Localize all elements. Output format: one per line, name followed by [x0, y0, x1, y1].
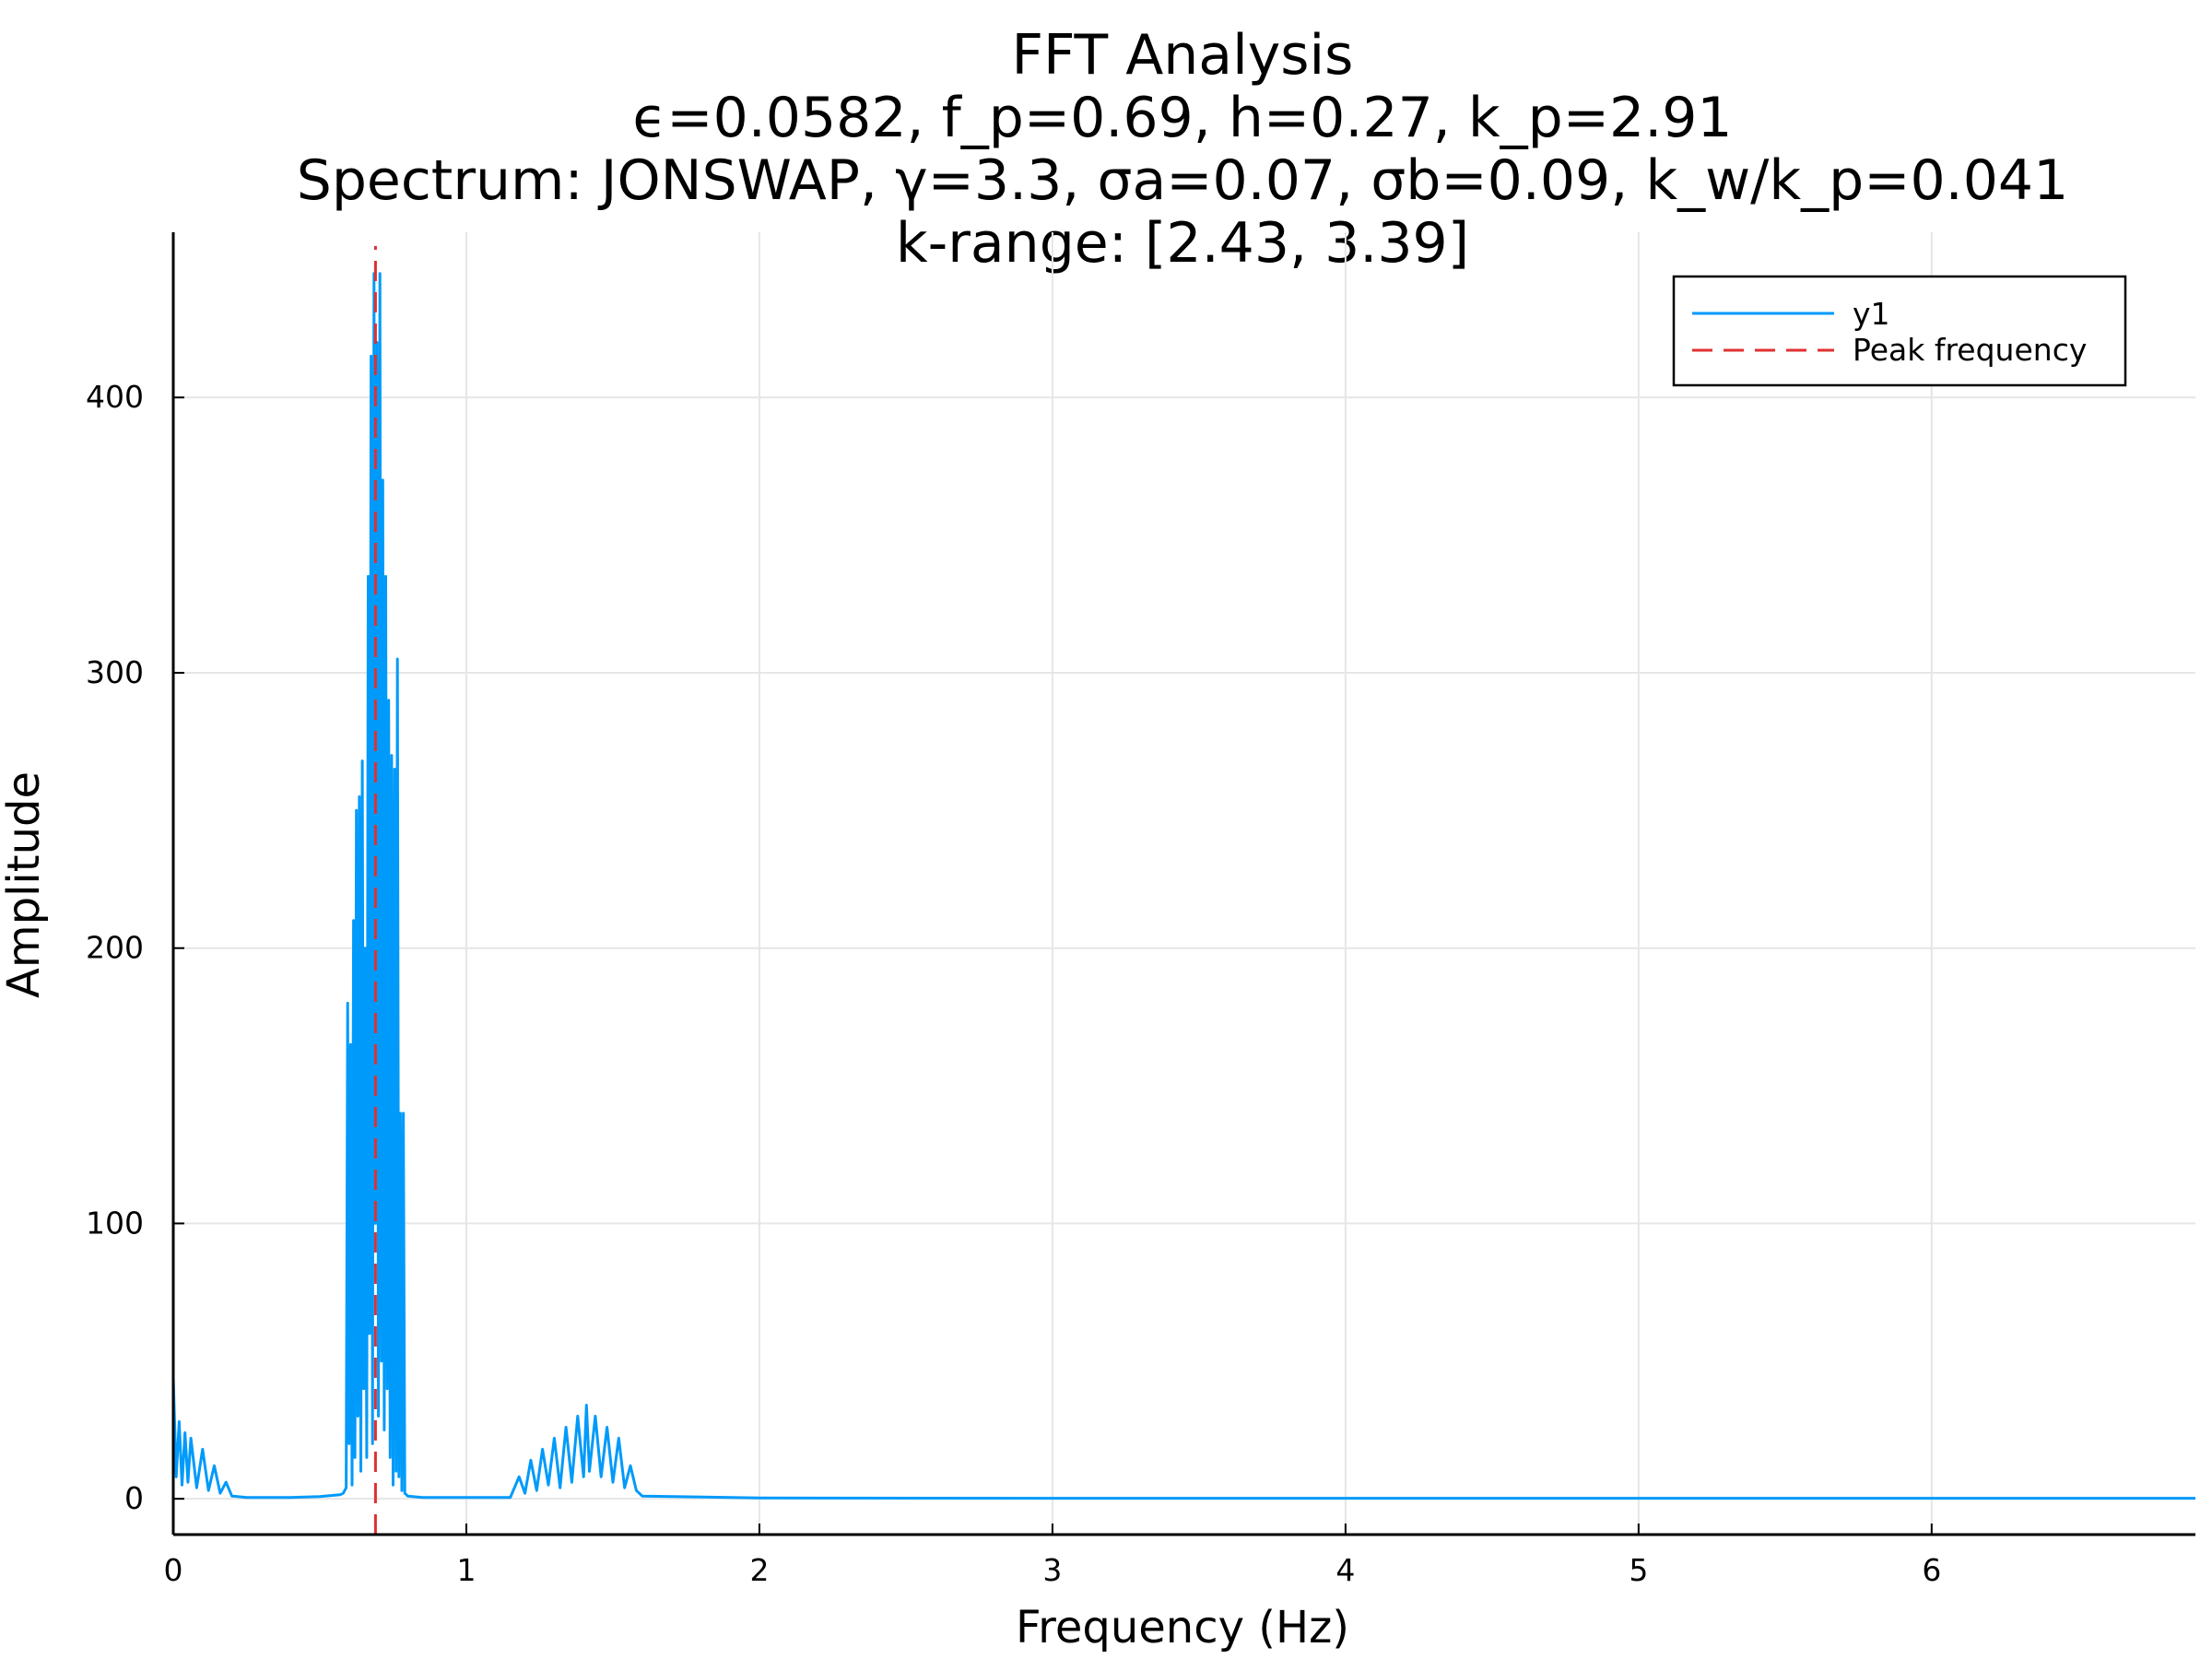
x-tick-label: 0 — [164, 1552, 183, 1588]
x-tick-labels: 0 1 2 3 4 5 6 — [164, 1524, 1941, 1588]
y-tick-labels: 0 100 200 300 400 — [86, 379, 184, 1516]
chart-title-line-1: FFT Analysis — [1012, 23, 1354, 88]
x-axis-label: Frequency (Hz) — [1016, 1602, 1349, 1653]
chart-title-line-3: Spectrum: JONSWAP, γ=3.3, σa=0.07, σb=0.… — [297, 148, 2069, 213]
grid — [172, 232, 2195, 1535]
legend-label-peak-frequency: Peak frequency — [1853, 332, 2087, 368]
y-tick-label: 400 — [86, 379, 144, 415]
x-tick-label: 5 — [1629, 1552, 1648, 1588]
legend-label-y1: y1 — [1853, 296, 1890, 332]
legend: y1 Peak frequency — [1672, 275, 2127, 387]
y-tick-label: 0 — [124, 1480, 144, 1516]
x-tick-label: 1 — [456, 1552, 476, 1588]
chart-title: FFT Analysis ϵ=0.0582, f_p=0.69, h=0.27,… — [297, 23, 2069, 276]
series-y1-line — [171, 272, 2195, 1500]
x-tick-label: 4 — [1335, 1552, 1355, 1588]
legend-box — [1672, 275, 2127, 387]
y-tick-label: 100 — [86, 1205, 144, 1241]
x-tick-label: 6 — [1922, 1552, 1941, 1588]
y-axis-label: Amplitude — [0, 771, 50, 998]
x-tick-label: 2 — [749, 1552, 769, 1588]
y-tick-label: 300 — [86, 654, 144, 690]
x-tick-label: 3 — [1042, 1552, 1062, 1588]
axes — [171, 232, 2195, 1536]
chart-title-line-2: ϵ=0.0582, f_p=0.69, h=0.27, k_p=2.91 — [632, 86, 1732, 150]
chart-title-line-4: k-range: [2.43, 3.39] — [896, 211, 1469, 276]
y-tick-label: 200 — [86, 930, 144, 966]
plot-area — [171, 245, 2195, 1535]
